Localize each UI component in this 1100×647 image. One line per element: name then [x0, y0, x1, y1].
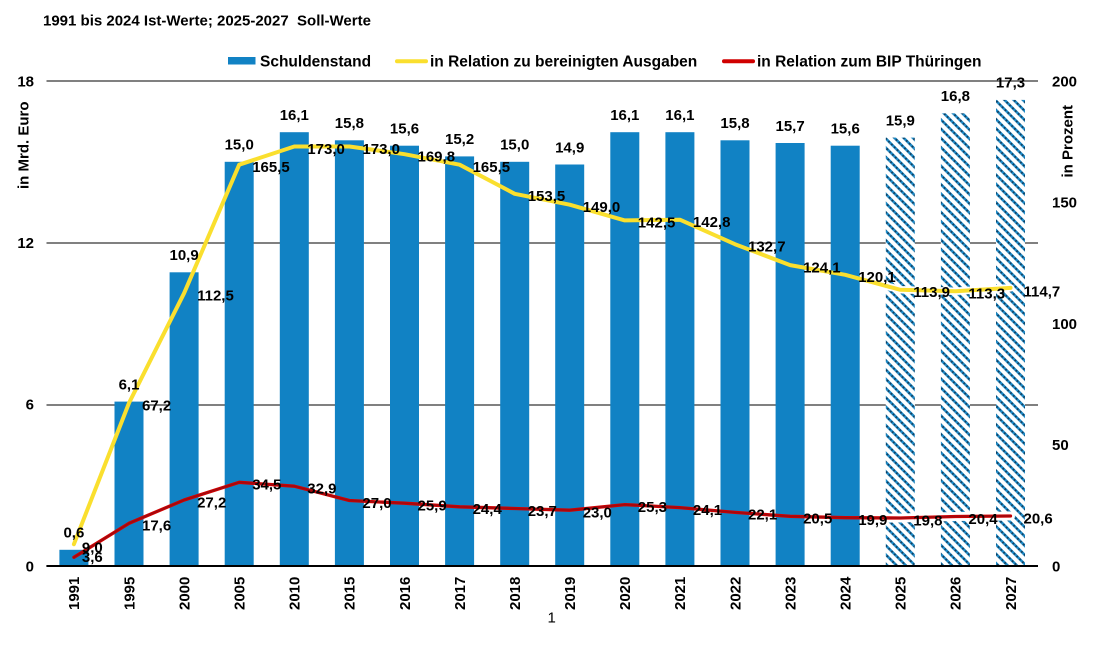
- svg-text:15,7: 15,7: [775, 118, 804, 135]
- svg-text:113,3: 113,3: [968, 286, 1005, 303]
- svg-text:67,2: 67,2: [142, 397, 171, 414]
- svg-text:10,9: 10,9: [169, 247, 198, 264]
- svg-text:23,0: 23,0: [583, 505, 612, 522]
- svg-text:2026: 2026: [948, 577, 965, 610]
- svg-text:124,1: 124,1: [803, 259, 841, 276]
- svg-text:150: 150: [1052, 195, 1077, 212]
- svg-text:165,5: 165,5: [252, 159, 290, 176]
- svg-text:2023: 2023: [782, 577, 799, 610]
- svg-text:132,7: 132,7: [748, 239, 786, 256]
- svg-text:24,4: 24,4: [473, 501, 503, 518]
- svg-text:2017: 2017: [452, 577, 469, 610]
- svg-text:0,6: 0,6: [63, 525, 84, 542]
- svg-text:Schuldenstand: Schuldenstand: [260, 54, 371, 71]
- svg-text:34,5: 34,5: [252, 477, 281, 494]
- svg-text:2020: 2020: [617, 577, 634, 610]
- svg-text:in Relation zum BIP Thüringen: in Relation zum BIP Thüringen: [757, 54, 981, 71]
- svg-text:1: 1: [548, 610, 556, 627]
- svg-text:9,0: 9,0: [82, 540, 103, 557]
- svg-text:19,9: 19,9: [858, 512, 887, 529]
- svg-text:15,0: 15,0: [500, 137, 529, 154]
- svg-text:27,0: 27,0: [362, 495, 391, 512]
- svg-text:200: 200: [1052, 73, 1077, 90]
- svg-text:142,8: 142,8: [693, 214, 731, 231]
- svg-text:15,0: 15,0: [225, 137, 254, 154]
- svg-text:2019: 2019: [562, 577, 579, 610]
- svg-text:24,1: 24,1: [693, 502, 722, 519]
- svg-text:173,0: 173,0: [307, 141, 345, 158]
- svg-text:3,6: 3,6: [82, 549, 103, 566]
- svg-text:2022: 2022: [727, 577, 744, 610]
- svg-text:16,1: 16,1: [280, 107, 309, 124]
- svg-text:173,0: 173,0: [362, 141, 400, 158]
- svg-text:1991: 1991: [66, 577, 83, 610]
- svg-text:153,5: 153,5: [528, 188, 566, 205]
- svg-text:20,5: 20,5: [803, 511, 832, 528]
- svg-text:in Relation zu bereinigten Aus: in Relation zu bereinigten Ausgaben: [430, 54, 697, 71]
- svg-text:169,8: 169,8: [418, 149, 456, 166]
- svg-text:1991 bis 2024 Ist-Werte; 2025-: 1991 bis 2024 Ist-Werte; 2025-2027 Soll-…: [43, 13, 371, 30]
- svg-text:2021: 2021: [672, 577, 689, 610]
- svg-text:15,9: 15,9: [886, 112, 915, 129]
- svg-text:0: 0: [1052, 558, 1060, 575]
- svg-text:2005: 2005: [232, 577, 249, 610]
- svg-text:2016: 2016: [397, 577, 414, 610]
- svg-text:20,6: 20,6: [1024, 510, 1053, 527]
- svg-text:23,7: 23,7: [528, 503, 557, 520]
- svg-text:16,1: 16,1: [665, 107, 694, 124]
- svg-text:18: 18: [17, 73, 34, 90]
- svg-text:32,9: 32,9: [307, 481, 336, 498]
- svg-text:100: 100: [1052, 316, 1077, 333]
- svg-text:165,5: 165,5: [473, 159, 511, 176]
- svg-text:16,8: 16,8: [941, 88, 970, 105]
- svg-text:in Prozent: in Prozent: [1060, 105, 1077, 178]
- svg-text:20,4: 20,4: [968, 511, 998, 528]
- svg-text:19,8: 19,8: [913, 512, 942, 529]
- svg-text:120,1: 120,1: [858, 269, 896, 286]
- svg-text:113,9: 113,9: [913, 284, 950, 301]
- svg-text:22,1: 22,1: [748, 507, 777, 524]
- svg-text:15,8: 15,8: [335, 115, 364, 132]
- svg-text:16,1: 16,1: [610, 107, 639, 124]
- svg-text:15,6: 15,6: [390, 121, 419, 138]
- svg-text:50: 50: [1052, 437, 1069, 454]
- svg-text:2010: 2010: [287, 577, 304, 610]
- svg-text:17,6: 17,6: [142, 518, 171, 535]
- svg-text:2018: 2018: [507, 577, 524, 610]
- svg-text:15,2: 15,2: [445, 131, 474, 148]
- svg-text:15,8: 15,8: [720, 115, 749, 132]
- svg-text:15,6: 15,6: [831, 121, 860, 138]
- svg-text:2015: 2015: [342, 577, 359, 610]
- svg-text:149,0: 149,0: [583, 199, 621, 216]
- svg-text:2027: 2027: [1003, 577, 1020, 610]
- svg-text:112,5: 112,5: [197, 288, 234, 305]
- svg-text:14,9: 14,9: [555, 139, 584, 156]
- svg-text:6: 6: [26, 397, 34, 414]
- svg-text:17,3: 17,3: [996, 75, 1025, 92]
- svg-text:1995: 1995: [121, 577, 138, 610]
- svg-text:27,2: 27,2: [197, 494, 226, 511]
- svg-text:0: 0: [26, 558, 34, 575]
- svg-text:25,9: 25,9: [418, 498, 447, 515]
- svg-text:in Mrd. Euro: in Mrd. Euro: [16, 102, 33, 190]
- svg-text:6,1: 6,1: [119, 376, 140, 393]
- svg-text:25,3: 25,3: [638, 499, 667, 516]
- svg-text:142,5: 142,5: [638, 215, 676, 232]
- svg-text:114,7: 114,7: [1024, 284, 1061, 301]
- svg-text:2025: 2025: [893, 577, 910, 610]
- svg-text:2000: 2000: [176, 577, 193, 610]
- svg-text:12: 12: [17, 235, 34, 252]
- svg-text:2024: 2024: [838, 576, 855, 610]
